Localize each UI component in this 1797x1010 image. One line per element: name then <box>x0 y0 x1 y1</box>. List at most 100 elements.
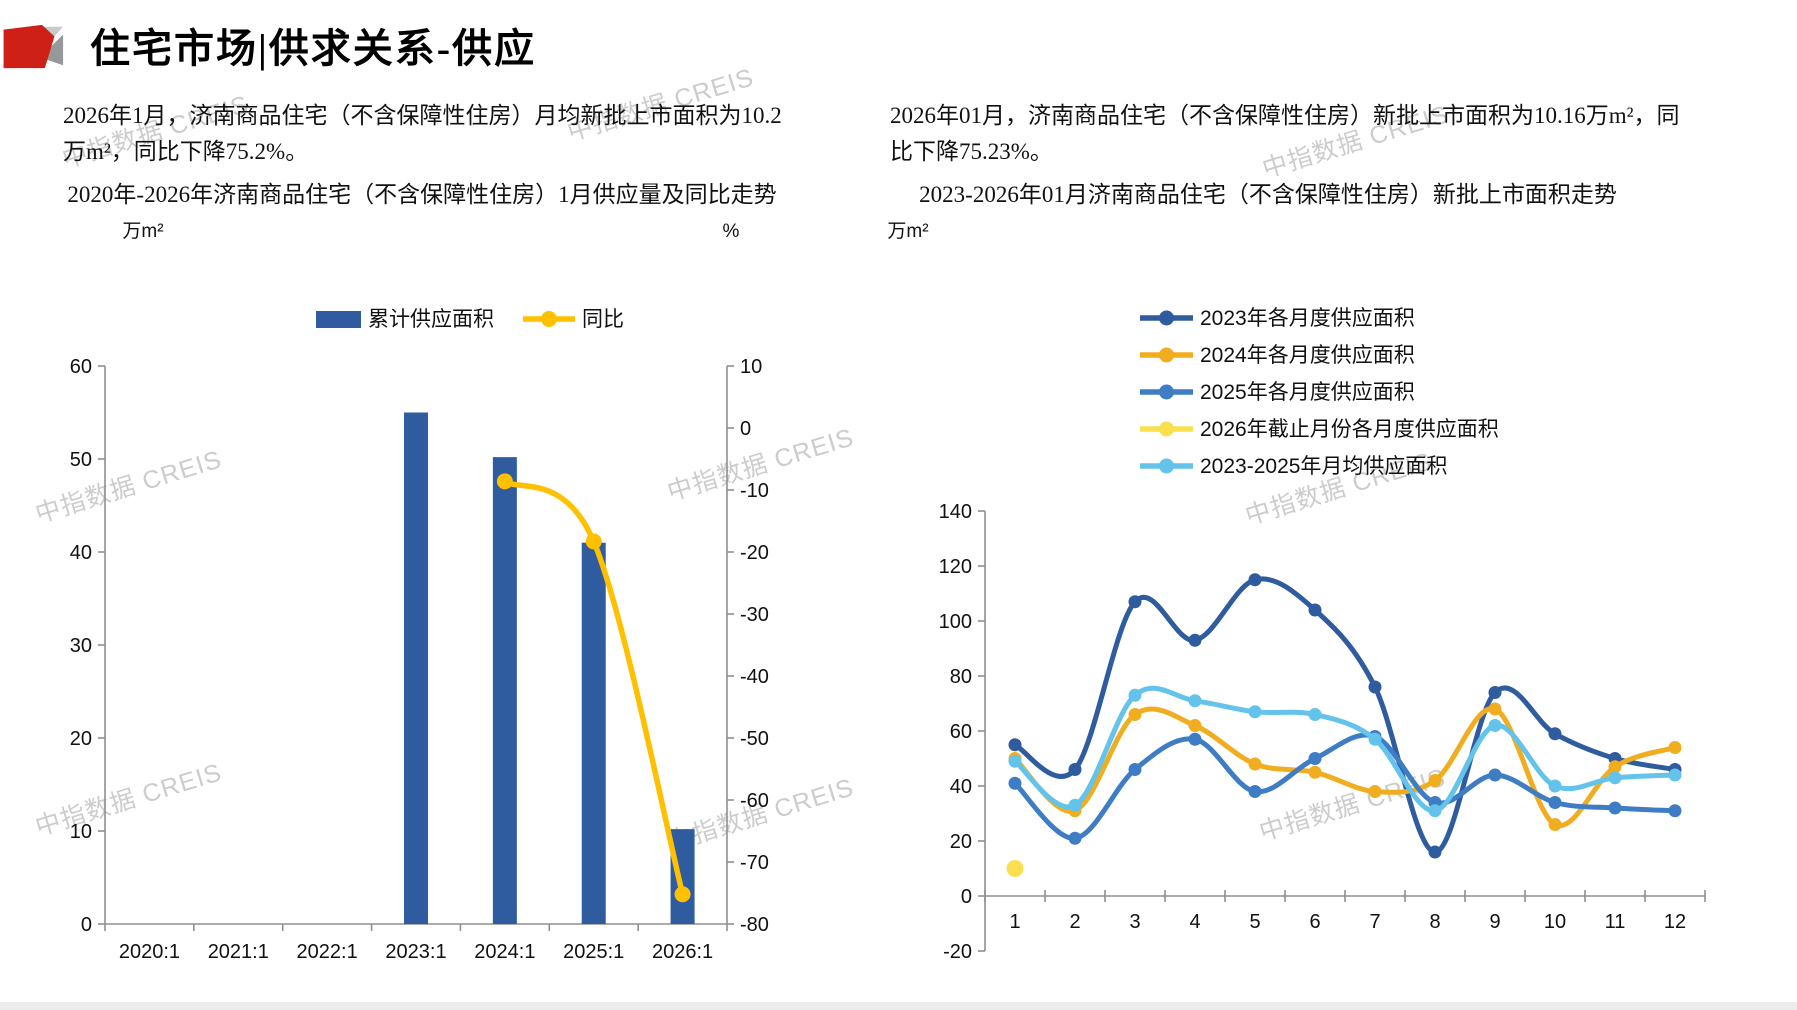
creis-logo <box>3 24 64 69</box>
supply-bars <box>404 412 695 924</box>
series-marker <box>1548 818 1562 831</box>
y-axis-label: -20 <box>943 941 972 963</box>
y-axis-right-label: -60 <box>740 790 769 812</box>
series-marker <box>1008 776 1022 790</box>
series-marker <box>1668 741 1682 754</box>
series-marker <box>1008 738 1022 752</box>
series-marker <box>1308 708 1322 721</box>
bar-2023:1 <box>404 412 428 924</box>
yoy-marker <box>496 473 513 490</box>
yoy-line-group <box>496 473 691 903</box>
legend-label: 2024年各月度供应面积 <box>1200 344 1415 367</box>
y-axis-left-label: 20 <box>70 728 92 750</box>
right-summary-paragraph: 2026年01月，济南商品住宅（不含保障性住房）新批上市面积为10.16万m²，… <box>890 103 1680 164</box>
x-axis-label: 8 <box>1429 911 1440 933</box>
series-marker <box>1308 765 1322 779</box>
right-chart-legend: 2023年各月度供应面积 2024年各月度供应面积 2025年各月度供应面积 2026… <box>1140 307 1499 478</box>
series-marker <box>1006 860 1024 877</box>
legend-marker <box>1159 384 1174 400</box>
bar-2025:1 <box>581 542 606 924</box>
y-axis-right-label: -20 <box>740 542 769 564</box>
left-axis-unit-label: 万m² <box>122 221 163 242</box>
x-axis-label: 2020:1 <box>119 941 180 963</box>
legend-marker <box>1159 310 1174 326</box>
y-axis-unit-label: 万m² <box>887 221 928 242</box>
x-axis-label: 1 <box>1009 911 1020 933</box>
series-marker <box>1128 595 1142 609</box>
series-marker <box>1668 768 1682 782</box>
bar-2024:1 <box>492 457 517 924</box>
series-marker <box>1608 801 1622 815</box>
y-axis-left-label: 50 <box>70 449 92 471</box>
legend-marker <box>1159 347 1174 363</box>
series-marker <box>1548 727 1562 741</box>
y-axis-label: 140 <box>939 501 972 523</box>
series-marker <box>1068 798 1082 812</box>
bar-2026:1 <box>670 829 695 924</box>
y-axis-right-label: -80 <box>740 914 769 936</box>
series-marker <box>1128 763 1142 776</box>
series-marker <box>1188 732 1202 746</box>
series-marker <box>1248 757 1262 771</box>
x-axis-label: 11 <box>1605 911 1626 933</box>
series-marker <box>1068 763 1082 776</box>
series-marker <box>1308 752 1322 765</box>
series-marker <box>1248 705 1262 719</box>
y-axis-right-label: -40 <box>740 666 769 688</box>
x-axis-label: 4 <box>1189 911 1200 933</box>
left-chart-group: 万m² % 累计供应面积 同比 0 10 20 30 40 50 60 10 0 -10 -20 -30 -40… <box>70 221 769 963</box>
x-axis-label: 5 <box>1249 911 1260 933</box>
series-marker <box>1368 680 1382 694</box>
series-marker <box>1368 732 1382 746</box>
series-marker <box>1668 804 1682 818</box>
legend-label-bar: 累计供应面积 <box>368 308 494 331</box>
legend-label: 2023年各月度供应面积 <box>1200 307 1415 330</box>
left-chart-title: 2020年-2026年济南商品住宅（不含保障性住房）1月供应量及同比走势 <box>67 182 777 207</box>
right-chart-axes <box>978 510 1706 952</box>
series-marker <box>1308 603 1322 617</box>
right-chart-title: 2023-2026年01月济南商品住宅（不含保障性住房）新批上市面积走势 <box>919 182 1617 207</box>
y-axis-label: 100 <box>939 611 972 633</box>
legend-marker <box>1159 421 1174 437</box>
x-axis-label: 2023:1 <box>385 941 446 963</box>
legend-label: 2025年各月度供应面积 <box>1200 381 1415 404</box>
y-axis-left-label: 40 <box>70 542 92 564</box>
y-axis-right-label: -30 <box>740 604 769 626</box>
yoy-line <box>502 478 686 897</box>
yoy-marker <box>674 886 691 903</box>
x-axis-label: 2021:1 <box>208 941 269 963</box>
y-axis-left-label: 60 <box>70 356 92 378</box>
y-axis-left-label: 10 <box>70 821 92 843</box>
series-marker <box>1128 688 1142 702</box>
series-marker <box>1368 785 1382 798</box>
series-marker <box>1488 702 1502 716</box>
legend-label: 2026年截止月份各月度供应面积 <box>1200 418 1499 441</box>
footer-strip <box>0 1002 1797 1010</box>
x-axis-label: 7 <box>1369 911 1380 933</box>
x-axis-label: 3 <box>1129 911 1140 933</box>
series-marker <box>1608 771 1622 785</box>
y-axis-label: 80 <box>950 666 972 688</box>
yoy-marker <box>585 533 602 550</box>
y-axis-right-label: 0 <box>740 418 751 440</box>
x-axis-label: 2026:1 <box>652 941 713 963</box>
series-marker <box>1548 796 1562 809</box>
supply-bar-line-chart: 万m² % 累计供应面积 同比 0 10 20 30 40 50 60 10 0 -10 -20 -30 -40… <box>70 221 769 963</box>
series-4 <box>1006 860 1024 877</box>
x-axis-label: 9 <box>1489 911 1500 933</box>
y-axis-label: 0 <box>961 886 972 908</box>
series-marker <box>1488 686 1502 699</box>
y-axis-label: 120 <box>939 556 972 578</box>
x-axis-label: 2 <box>1069 911 1080 933</box>
left-chart-legend: 累计供应面积 同比 <box>316 308 624 331</box>
y-axis-left-label: 30 <box>70 635 92 657</box>
y-axis-label: 40 <box>950 776 972 798</box>
series-line <box>1012 576 1678 855</box>
x-axis-label: 10 <box>1544 911 1566 933</box>
legend-label: 2023-2025年月均供应面积 <box>1200 455 1447 478</box>
series-marker <box>1008 754 1022 768</box>
series-marker <box>1428 845 1442 859</box>
series-marker <box>1128 708 1142 721</box>
series-marker <box>1488 719 1502 732</box>
